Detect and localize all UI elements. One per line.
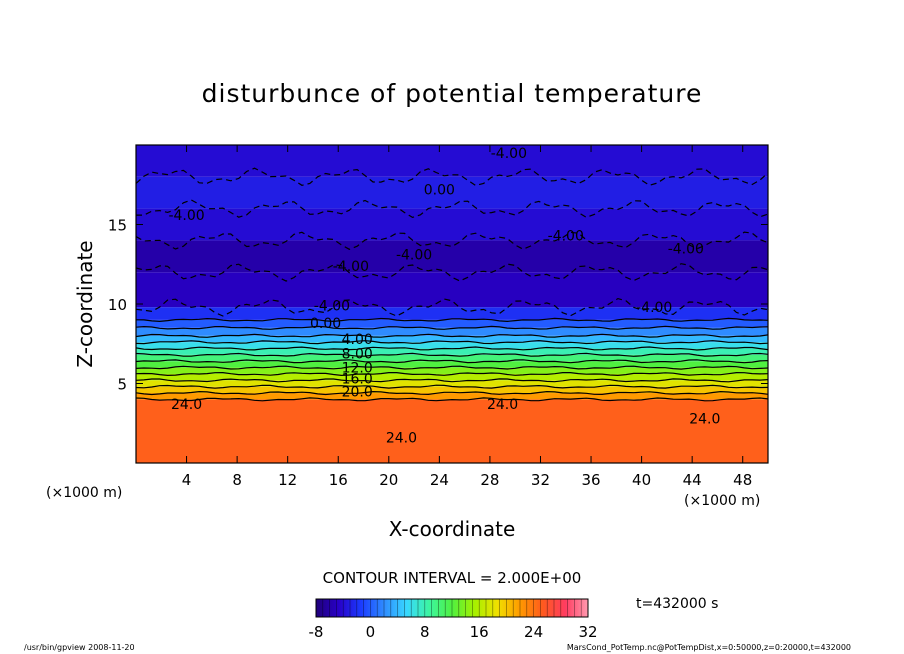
contour-label: -4.00 xyxy=(333,259,369,275)
contour-label: 24.0 xyxy=(487,397,518,413)
time-label: t=432000 s xyxy=(636,596,718,612)
y-tick-label: 15 xyxy=(108,217,127,235)
heatmap-layer xyxy=(136,319,768,328)
heatmap-layer xyxy=(136,208,768,241)
heatmap-layer xyxy=(136,272,768,308)
contour-label: -4.00 xyxy=(636,300,672,316)
footer-left: /usr/bin/gpview 2008-11-20 xyxy=(24,643,135,652)
contour-line xyxy=(136,371,768,377)
contour-label: 4.00 xyxy=(342,332,373,348)
contour-line xyxy=(136,325,768,330)
contour-label: 0.00 xyxy=(310,316,341,332)
x-tick-label: 4 xyxy=(182,471,192,489)
y-tick-label: 5 xyxy=(117,376,127,394)
colorbar-tick-label: 32 xyxy=(578,623,597,641)
heatmap-layer xyxy=(136,307,768,320)
x-tick-label: 8 xyxy=(232,471,242,489)
y-unit-right: (×1000 m) xyxy=(684,493,760,509)
colorbar-tick-label: 24 xyxy=(524,623,543,641)
contour-line xyxy=(136,384,768,389)
x-tick-label: 48 xyxy=(733,471,752,489)
contour-line xyxy=(136,359,768,364)
contour-label: -4.00 xyxy=(548,229,584,245)
contour-line xyxy=(136,317,768,323)
x-axis: 4 8 12 16 20 24 28 32 36 40 44 48 xyxy=(182,145,752,489)
contour-line xyxy=(136,378,768,383)
x-tick-label: 28 xyxy=(480,471,499,489)
contour-label: 24.0 xyxy=(689,411,720,427)
x-tick-label: 20 xyxy=(379,471,398,489)
colorbar: -8 0 8 16 24 32 xyxy=(309,598,598,641)
contour-interval-label: CONTOUR INTERVAL = 2.000E+00 xyxy=(323,569,582,587)
heatmap-layer xyxy=(136,367,768,374)
contour-label: -4.00 xyxy=(314,299,350,315)
contour-labels: -4.000.00-4.00-4.00-4.00 -4.00-4.00-4.00-… xyxy=(168,146,720,447)
heatmap-layer xyxy=(136,240,768,273)
contour-line xyxy=(136,263,768,282)
heatmap-layer xyxy=(136,373,768,381)
contour-line xyxy=(136,167,768,187)
heatmap-layer xyxy=(136,354,768,362)
y-axis: 5 10 15 xyxy=(108,217,768,394)
contour-label: -4.00 xyxy=(491,146,527,162)
x-tick-label: 36 xyxy=(581,471,600,489)
y-tick-label: 10 xyxy=(108,296,127,314)
y-axis-label: Z-coordinate xyxy=(73,240,97,367)
contour-line xyxy=(136,397,768,402)
heatmap-layer xyxy=(136,386,768,394)
heatmap-area xyxy=(136,145,768,463)
contour-label: 24.0 xyxy=(171,397,202,413)
x-tick-label: 44 xyxy=(683,471,702,489)
contour-label: -4.00 xyxy=(668,241,704,257)
colorbar-tick-label: -8 xyxy=(309,623,324,641)
x-tick-label: 24 xyxy=(430,471,449,489)
footer-right: MarsCond_PotTemp.nc@PotTempDist,x=0:5000… xyxy=(567,643,851,652)
contour-label: 20.0 xyxy=(342,384,373,400)
x-tick-label: 16 xyxy=(329,471,348,489)
colorbar-ticks: -8 0 8 16 24 32 xyxy=(309,623,598,641)
heatmap-layer xyxy=(136,380,768,387)
heatmap-layer xyxy=(136,393,768,400)
contour-line xyxy=(136,365,768,370)
contour-label: -4.00 xyxy=(168,208,204,224)
heatmap-layer xyxy=(136,399,768,463)
contour-line xyxy=(136,231,768,250)
colorbar-tick-label: 8 xyxy=(420,623,430,641)
contour-line xyxy=(136,352,768,357)
heatmap-layer xyxy=(136,145,768,177)
contour-line xyxy=(136,346,768,351)
contour-label: 0.00 xyxy=(424,183,455,199)
heatmap-layer xyxy=(136,342,768,349)
contour-line xyxy=(136,333,768,338)
heatmap-layer xyxy=(136,361,768,368)
heatmap-layer xyxy=(136,348,768,355)
colorbar-tick-label: 16 xyxy=(470,623,489,641)
contour-line xyxy=(136,339,768,345)
x-axis-label: X-coordinate xyxy=(389,517,516,541)
colorbar-stripes xyxy=(322,599,582,617)
contour-label: 8.00 xyxy=(342,346,373,362)
x-tick-label: 32 xyxy=(531,471,550,489)
x-unit-left: (×1000 m) xyxy=(46,485,122,501)
chart-title: disturbunce of potential temperature xyxy=(202,79,703,108)
colorbar-tick-label: 0 xyxy=(366,623,376,641)
heatmap-layer xyxy=(136,335,768,343)
contour-line xyxy=(136,297,768,317)
heatmap-layer xyxy=(136,176,768,209)
contour-line xyxy=(136,390,768,396)
contour-label: 24.0 xyxy=(386,431,417,447)
heatmap-layer xyxy=(136,327,768,336)
contour-label: -4.00 xyxy=(396,248,432,264)
contour-label: 12.0 xyxy=(342,361,373,377)
contour-lines xyxy=(136,167,768,402)
x-tick-label: 12 xyxy=(278,471,297,489)
contour-line xyxy=(136,199,768,219)
contour-label: 16.0 xyxy=(342,372,373,388)
x-tick-label: 40 xyxy=(632,471,651,489)
